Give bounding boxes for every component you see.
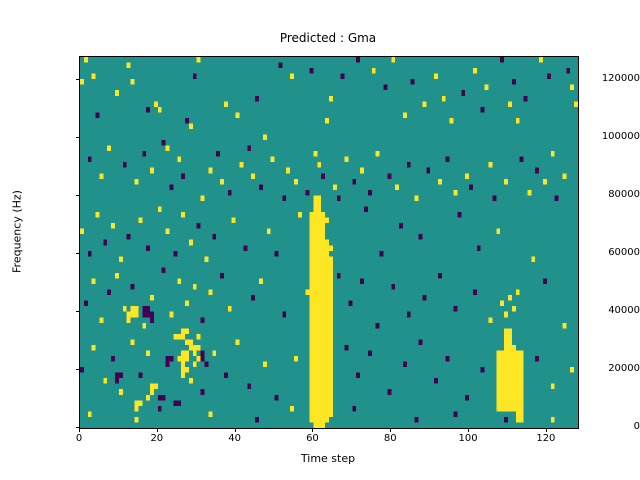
x-tick-label: 100 xyxy=(458,433,478,444)
x-tick-label: 60 xyxy=(306,433,319,444)
x-tick-mark xyxy=(234,428,236,432)
heatmap-plot-area[interactable] xyxy=(79,56,579,429)
y-axis-label: Frequency (Hz) xyxy=(10,190,24,273)
x-axis: 0 20 40 60 80 100 120 xyxy=(0,433,640,453)
x-tick-label: 20 xyxy=(150,433,164,444)
x-tick-mark xyxy=(545,428,547,432)
y-tick-mark xyxy=(75,311,79,313)
y-tick-label: 20000 xyxy=(608,363,640,375)
x-tick-label: 40 xyxy=(228,433,241,444)
heatmap-image xyxy=(80,57,578,428)
x-axis-label: Time step xyxy=(300,452,356,465)
y-tick-mark xyxy=(75,253,79,255)
x-tick-label: 80 xyxy=(383,433,397,444)
y-tick-label: 0 xyxy=(633,421,640,432)
y-tick-mark xyxy=(75,427,79,428)
x-tick-mark xyxy=(156,428,158,432)
y-axis: Frequency (Hz) xyxy=(0,0,72,480)
y-tick-label: 60000 xyxy=(608,247,640,259)
y-tick-label: 120000 xyxy=(601,73,640,85)
x-tick-mark xyxy=(312,428,314,432)
y-tick-label: 100000 xyxy=(601,131,640,143)
x-tick-mark xyxy=(79,428,80,432)
page-title: Predicted : Gma xyxy=(279,31,377,45)
y-tick-mark xyxy=(75,79,79,81)
y-tick-mark xyxy=(75,137,79,139)
y-tick-label: 40000 xyxy=(608,305,640,317)
x-tick-label: 0 xyxy=(75,433,83,444)
y-tick-mark xyxy=(75,369,79,371)
x-tick-label: 120 xyxy=(536,433,556,444)
x-tick-mark xyxy=(468,428,470,432)
x-tick-mark xyxy=(390,428,392,432)
y-tick-mark xyxy=(75,195,79,197)
y-tick-label: 80000 xyxy=(608,189,640,201)
